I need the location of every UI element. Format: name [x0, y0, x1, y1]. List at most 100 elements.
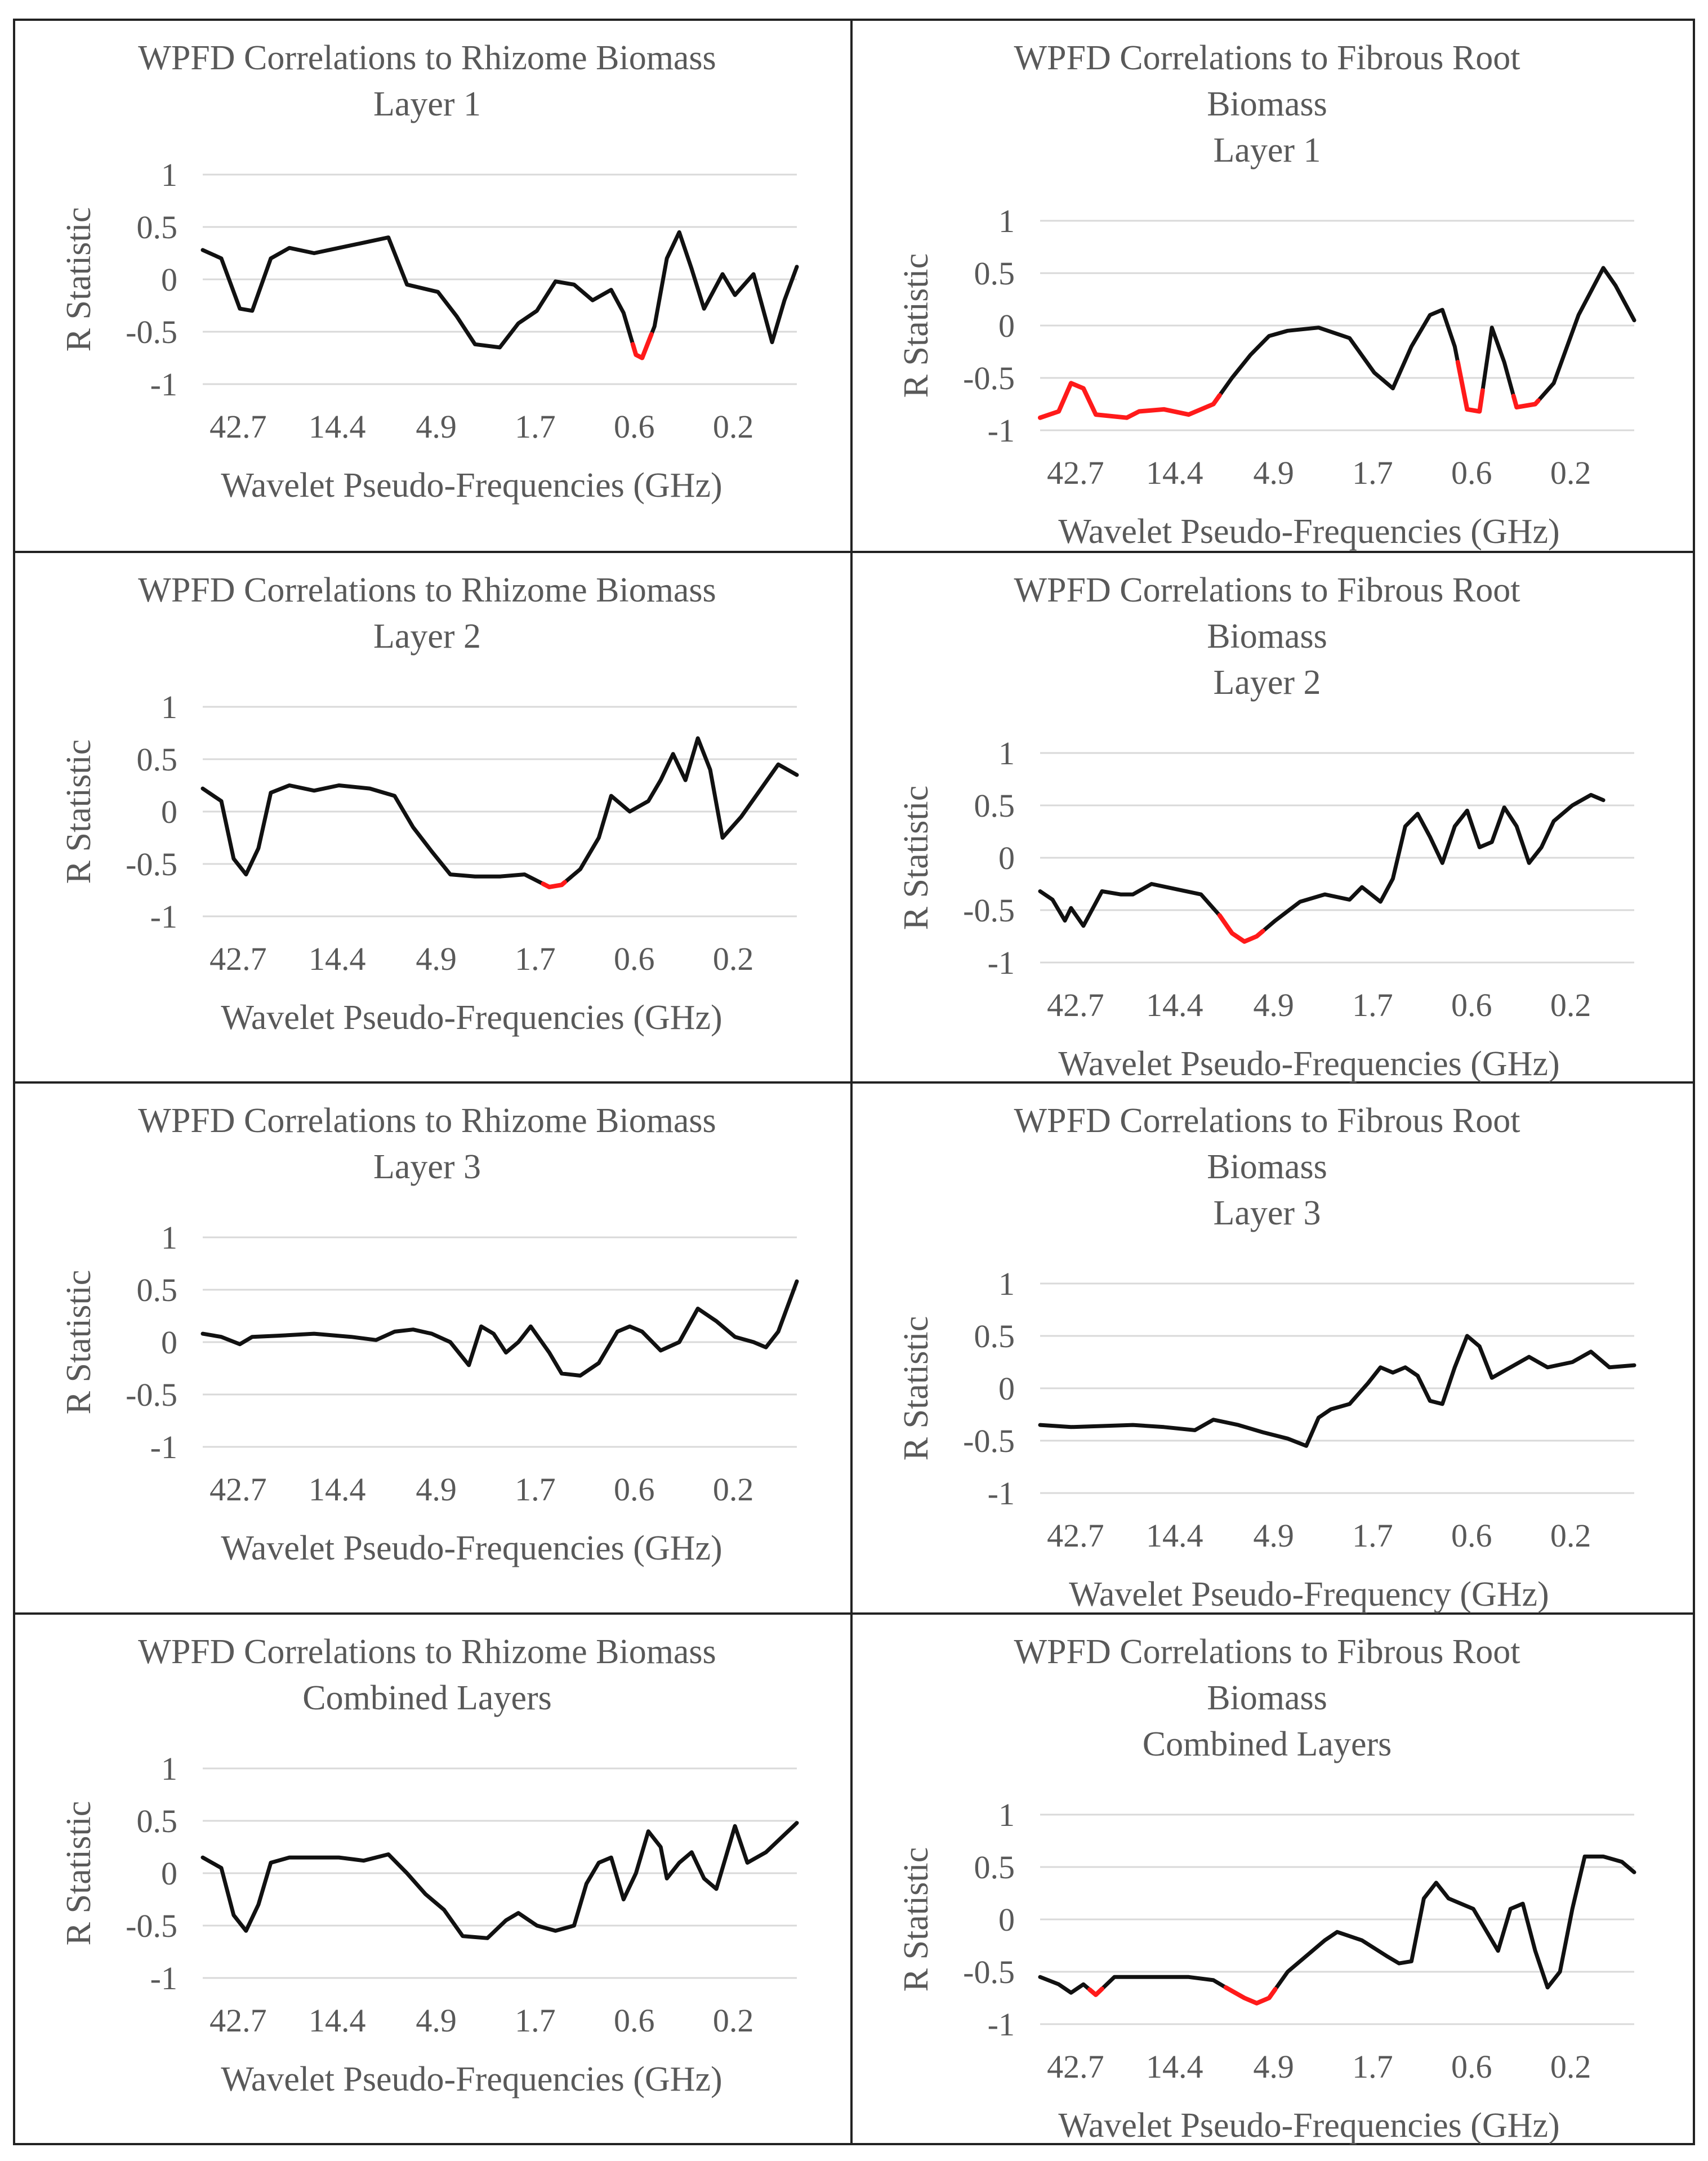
- y-tick-label: -0.5: [963, 892, 1015, 929]
- series-line-R: [200, 230, 799, 360]
- x-tick-label: 0.2: [713, 408, 754, 445]
- x-tick-label: 0.2: [713, 2002, 754, 2039]
- chart-panel-5: WPFD Correlations to Rhizome Biomass Laye…: [60, 1102, 799, 1567]
- chart-title-line: WPFD Correlations to Fibrous Root: [1014, 571, 1520, 609]
- chart-title-line: WPFD Correlations to Rhizome Biomass: [138, 1102, 716, 1140]
- chart-title-line: Layer 3: [373, 1148, 481, 1186]
- y-tick-label: 0: [998, 308, 1015, 344]
- chart-title-line: WPFD Correlations to Rhizome Biomass: [138, 1633, 716, 1671]
- y-tick-label: 0.5: [137, 741, 178, 778]
- x-tick-label: 0.6: [614, 941, 655, 977]
- x-tick-label: 0.6: [1451, 1517, 1492, 1554]
- x-tick-label: 0.6: [1451, 987, 1492, 1023]
- x-tick-label: 1.7: [515, 2002, 556, 2039]
- x-tick-label: 14.4: [309, 941, 366, 977]
- x-tick-label: 14.4: [309, 2002, 366, 2039]
- y-tick-label: -1: [988, 944, 1015, 981]
- x-tick-label: 42.7: [209, 1471, 267, 1508]
- chart-panel-3: WPFD Correlations to Rhizome Biomass Laye…: [60, 571, 799, 1037]
- y-tick-label: -0.5: [126, 314, 177, 350]
- chart-title-line: WPFD Correlations to Rhizome Biomass: [138, 571, 716, 609]
- x-tick-label: 0.2: [713, 1471, 754, 1508]
- series-line-R: [200, 1279, 799, 1378]
- chart-panel-8: WPFD Correlations to Fibrous Root Biomass…: [897, 1633, 1636, 2145]
- chart-panel-1: WPFD Correlations to Rhizome Biomass Laye…: [60, 39, 799, 505]
- y-tick-label: -1: [988, 1475, 1015, 1512]
- x-tick-label: 42.7: [209, 408, 267, 445]
- x-tick-label: 1.7: [1352, 2048, 1393, 2085]
- series-line-R: [200, 1821, 799, 1940]
- x-tick-label: 1.7: [1352, 987, 1393, 1023]
- x-tick-label: 14.4: [1146, 2048, 1203, 2085]
- x-tick-label: 42.7: [1047, 2048, 1104, 2085]
- y-tick-label: 1: [998, 1266, 1015, 1302]
- x-tick-label: 0.2: [1550, 2048, 1591, 2085]
- y-tick-label: 1: [998, 735, 1015, 772]
- chart-panel-4: WPFD Correlations to Fibrous Root Biomass…: [897, 571, 1634, 1083]
- chart-title-line: WPFD Correlations to Fibrous Root: [1014, 1633, 1520, 1671]
- x-tick-label: 0.2: [1550, 987, 1591, 1023]
- x-tick-label: 42.7: [209, 2002, 267, 2039]
- series-line-R: [1038, 1854, 1636, 2006]
- chart-title-line: Layer 3: [1213, 1194, 1321, 1232]
- x-tick-label: 1.7: [515, 941, 556, 977]
- x-tick-label: 42.7: [1047, 1517, 1104, 1554]
- y-tick-label: 1: [161, 1219, 177, 1256]
- y-tick-label: 1: [998, 203, 1015, 239]
- x-tick-label: 1.7: [515, 1471, 556, 1508]
- x-axis-label: Wavelet Pseudo-Frequencies (GHz): [1058, 2106, 1559, 2145]
- y-tick-label: 0: [161, 794, 177, 830]
- chart-title-line: WPFD Correlations to Fibrous Root: [1014, 1102, 1520, 1140]
- y-tick-label: -1: [150, 898, 177, 935]
- chart-title-line: Biomass: [1207, 1679, 1327, 1717]
- panel-grid: WPFD Correlations to Rhizome Biomass Laye…: [13, 19, 1695, 2145]
- y-tick-label: -0.5: [963, 360, 1015, 396]
- y-tick-label: 0.5: [137, 1803, 178, 1839]
- y-axis-label: R Statistic: [897, 786, 935, 930]
- x-tick-label: 4.9: [416, 2002, 457, 2039]
- y-axis-label: R Statistic: [60, 739, 98, 884]
- x-tick-label: 14.4: [1146, 1517, 1203, 1554]
- x-tick-label: 42.7: [1047, 455, 1104, 491]
- y-tick-label: 0: [998, 840, 1015, 876]
- x-tick-label: 0.6: [614, 408, 655, 445]
- chart-title-line: Layer 2: [373, 617, 481, 656]
- chart-title-line: Biomass: [1207, 1148, 1327, 1186]
- y-axis-label: R Statistic: [60, 1801, 98, 1946]
- significant-segment: [1511, 394, 1541, 410]
- y-tick-label: 0: [998, 1370, 1015, 1407]
- chart-title-line: Layer 2: [1213, 663, 1321, 702]
- x-tick-label: 0.2: [713, 941, 754, 977]
- significant-segment: [1217, 913, 1265, 944]
- x-axis-label: Wavelet Pseudo-Frequencies (GHz): [221, 466, 722, 505]
- y-tick-label: 0.5: [974, 255, 1015, 292]
- y-tick-label: 0.5: [974, 787, 1015, 824]
- chart-title-line: WPFD Correlations to Rhizome Biomass: [138, 39, 716, 77]
- x-tick-label: 4.9: [1253, 1517, 1294, 1554]
- chart-title-line: Layer 1: [373, 85, 481, 123]
- y-tick-label: 1: [998, 1797, 1015, 1833]
- y-tick-label: -0.5: [126, 846, 177, 883]
- x-axis-label: Wavelet Pseudo-Frequencies (GHz): [221, 999, 722, 1037]
- x-tick-label: 1.7: [1352, 455, 1393, 491]
- x-tick-label: 0.6: [1451, 455, 1492, 491]
- x-tick-label: 0.2: [1550, 455, 1591, 491]
- chart-panel-6: WPFD Correlations to Fibrous Root Biomass…: [897, 1102, 1636, 1614]
- x-axis-label: Wavelet Pseudo-Frequency (GHz): [1069, 1575, 1549, 1614]
- y-tick-label: 1: [161, 1750, 177, 1787]
- x-axis-label: Wavelet Pseudo-Frequencies (GHz): [1058, 1045, 1559, 1083]
- chart-title-line: Combined Layers: [302, 1679, 552, 1717]
- y-tick-label: 0: [161, 1855, 177, 1892]
- series-line-R: [200, 736, 799, 889]
- significant-segment: [1455, 360, 1485, 414]
- x-tick-label: 0.6: [614, 1471, 655, 1508]
- chart-title-line: Layer 1: [1213, 131, 1321, 170]
- y-axis-label: R Statistic: [60, 1270, 98, 1415]
- x-tick-label: 14.4: [309, 1471, 366, 1508]
- x-tick-label: 14.4: [309, 408, 366, 445]
- chart-title-line: Combined Layers: [1143, 1725, 1392, 1763]
- significant-segment: [1223, 1985, 1278, 2006]
- y-tick-label: -1: [150, 1429, 177, 1465]
- y-tick-label: 0.5: [137, 1272, 178, 1308]
- x-tick-label: 4.9: [416, 941, 457, 977]
